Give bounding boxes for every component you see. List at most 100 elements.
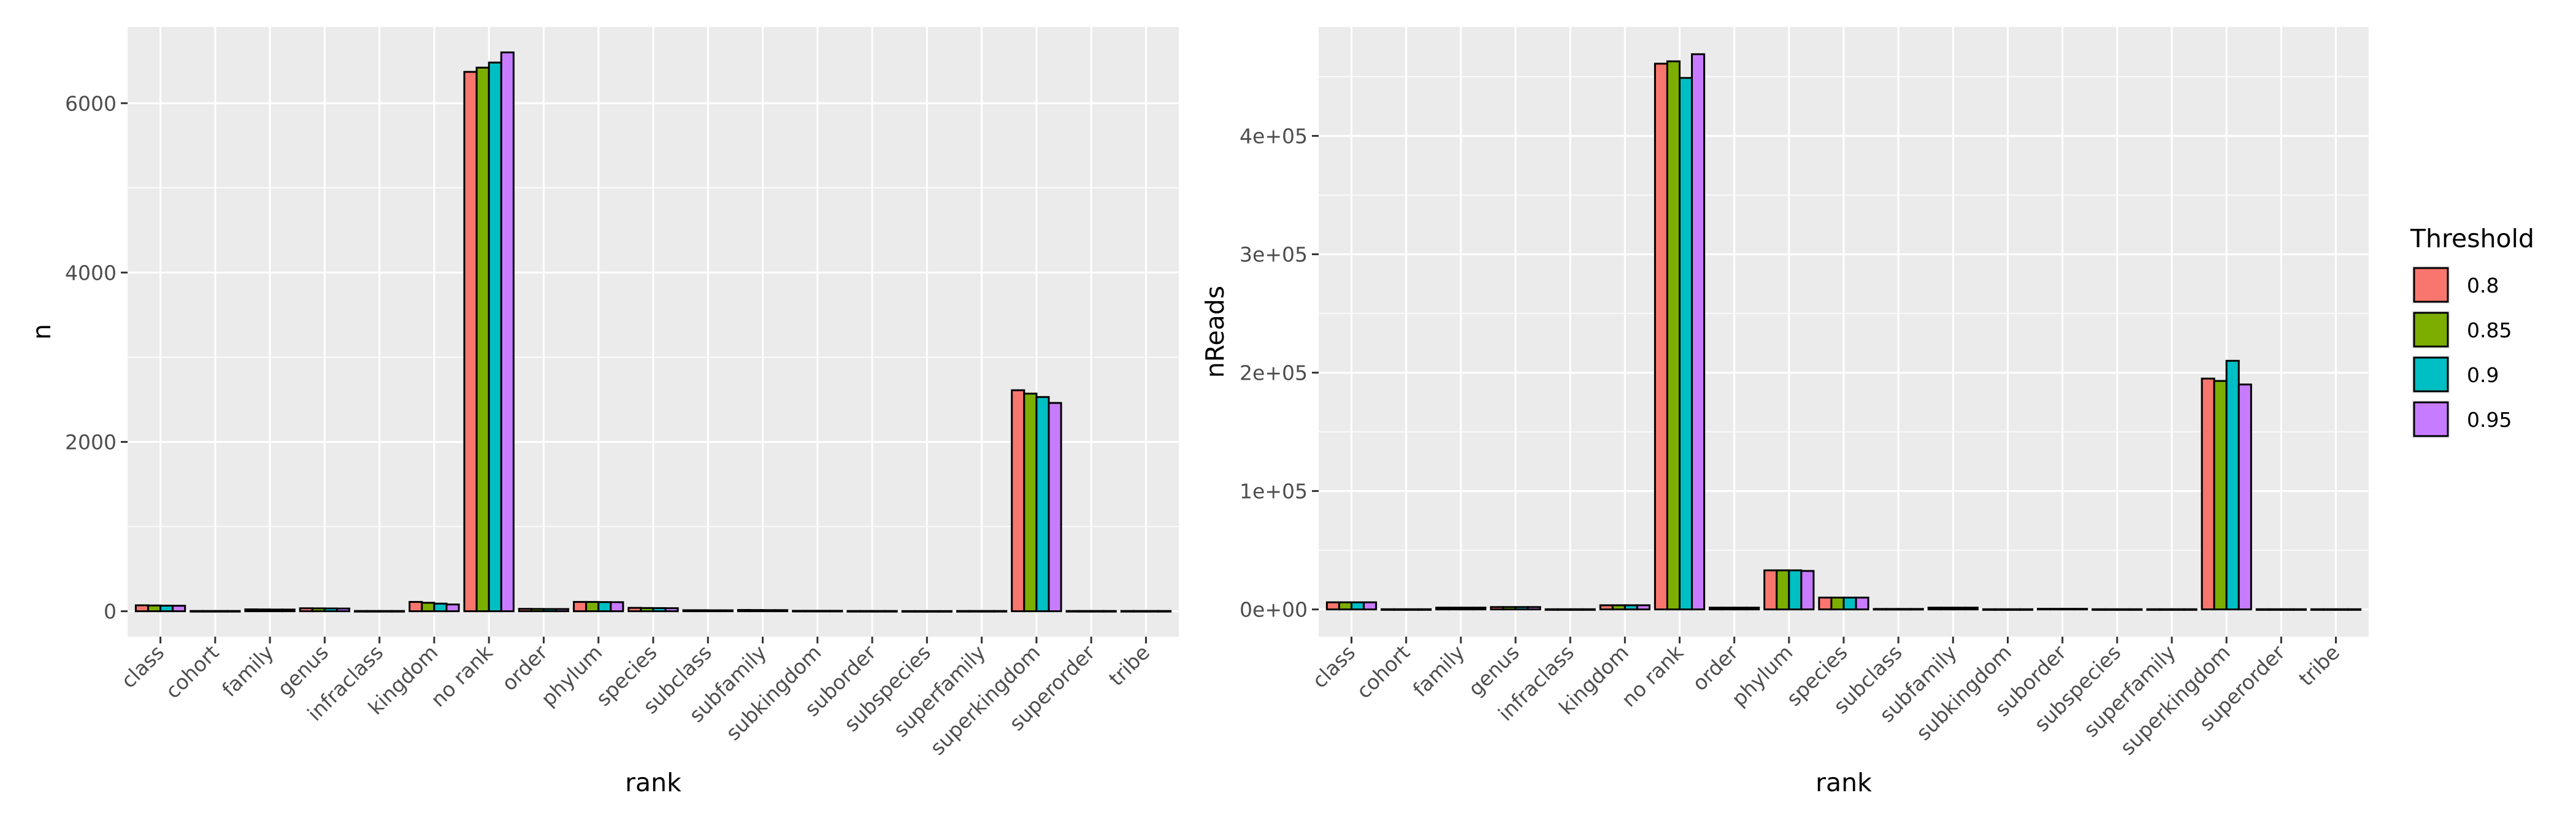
bar-species-0.8 <box>1818 596 1833 611</box>
y-axis-title: nReads <box>1200 286 1230 378</box>
bar-kingdom-0.9 <box>433 602 448 613</box>
bar-subfamily-0.85 <box>749 609 764 613</box>
x-axis-title: rank <box>625 768 681 797</box>
bar-kingdom-0.95 <box>1636 604 1650 611</box>
y-axis-title: n <box>27 324 56 340</box>
bar-subclass-0.95 <box>719 609 734 613</box>
bar-suborder-0.9 <box>2061 608 2076 611</box>
bar-family-0.85 <box>256 608 271 613</box>
y-tick-label: 4e+05 <box>1240 125 1308 148</box>
bar-subfamily-0.95 <box>774 609 789 613</box>
bar-class-0.9 <box>159 604 174 613</box>
legend-key-0.8 <box>2413 267 2449 303</box>
y-axis: 0e+00 1e+05 2e+05 3e+05 4e+05 <box>1240 125 1319 622</box>
bar-order-0.85 <box>530 608 545 613</box>
bar-subkingdom-0.85 <box>1994 608 2009 611</box>
bar-subfamily-0.8 <box>1927 607 1942 611</box>
bar-superkingdom-0.9 <box>1035 396 1050 613</box>
y-tick-label: 2000 <box>65 430 117 454</box>
bar-order-0.8 <box>1709 607 1723 611</box>
bar-class-0.85 <box>147 604 162 613</box>
bar-class-0.9 <box>1351 601 1365 611</box>
legend-items: 0.8 0.85 0.9 0.95 <box>2412 266 2512 439</box>
bar-tribe-0.85 <box>2322 608 2337 611</box>
bar-subkingdom-0.9 <box>2007 608 2022 611</box>
bar-subspecies-0.95 <box>2128 608 2143 611</box>
bar-subclass-0.8 <box>682 609 697 613</box>
bar-family-0.9 <box>1460 607 1474 611</box>
y-tick-label: 3e+05 <box>1240 243 1308 267</box>
bar-subkingdom-0.8 <box>1982 608 1996 611</box>
bar-order-0.9 <box>1733 607 1748 611</box>
bar-family-0.95 <box>281 608 296 613</box>
bar-suborder-0.8 <box>2037 608 2052 611</box>
bar-subfamily-0.9 <box>762 609 776 613</box>
gridlines <box>128 27 1179 637</box>
bar-class-0.95 <box>172 605 186 613</box>
bar-phylum-0.8 <box>1763 569 1778 611</box>
gridlines <box>1319 27 2369 637</box>
y-tick-label: 1e+05 <box>1240 480 1308 504</box>
bar-kingdom-0.85 <box>1611 604 1626 611</box>
bar-phylum-0.9 <box>1788 569 1803 611</box>
bar-species-0.8 <box>627 607 642 613</box>
bars <box>1325 53 2362 611</box>
bar-kingdom-0.8 <box>1599 604 1614 611</box>
bar-species-0.85 <box>640 607 654 613</box>
bar-order-0.85 <box>1721 607 1736 611</box>
legend-label: 0.95 <box>2467 408 2512 432</box>
bar-no-rank-0.95 <box>1691 53 1706 611</box>
y-tick-label: 2e+05 <box>1240 361 1308 385</box>
bar-tribe-0.95 <box>2347 608 2362 611</box>
bar-infraclass-0.8 <box>1544 608 1559 611</box>
bar-superorder-0.9 <box>2280 608 2294 611</box>
bar-superorder-0.95 <box>2292 608 2307 611</box>
bar-order-0.95 <box>555 608 570 613</box>
legend: Threshold 0.8 0.85 0.9 0.95 <box>2410 224 2534 439</box>
legend-key-0.9 <box>2413 356 2449 393</box>
y-tick-label: 0 <box>104 600 117 624</box>
bar-genus-0.9 <box>323 607 338 613</box>
bar-kingdom-0.85 <box>421 602 435 613</box>
bar-subclass-0.9 <box>1897 608 1912 611</box>
bar-subfamily-0.95 <box>1964 607 1979 611</box>
bar-superfamily-0.85 <box>2158 608 2173 611</box>
bar-cohort-0.9 <box>1405 608 1420 611</box>
bar-class-0.85 <box>1338 601 1352 611</box>
y-tick-label: 0e+00 <box>1240 598 1308 622</box>
bar-subfamily-0.8 <box>737 609 751 613</box>
bar-subfamily-0.85 <box>1939 607 1954 611</box>
bar-species-0.9 <box>652 607 667 613</box>
bar-subclass-0.8 <box>1873 608 1887 611</box>
bar-family-0.8 <box>1435 607 1450 611</box>
bar-subspecies-0.85 <box>2104 608 2118 611</box>
bar-genus-0.85 <box>1502 606 1517 611</box>
bar-phylum-0.9 <box>597 601 612 613</box>
legend-label: 0.8 <box>2467 274 2499 297</box>
bar-species-0.85 <box>1830 596 1845 611</box>
bar-cohort-0.95 <box>1417 608 1432 611</box>
bar-family-0.9 <box>269 608 283 613</box>
bar-tribe-0.9 <box>2335 608 2350 611</box>
bar-suborder-0.85 <box>2049 608 2064 611</box>
bar-superkingdom-0.8 <box>1011 389 1025 613</box>
legend-label: 0.85 <box>2467 318 2512 342</box>
bar-subclass-0.9 <box>707 609 721 613</box>
bar-family-0.85 <box>1447 607 1462 611</box>
bar-order-0.8 <box>518 608 532 613</box>
bar-subspecies-0.9 <box>2116 608 2131 611</box>
bar-kingdom-0.9 <box>1623 604 1638 611</box>
bar-genus-0.8 <box>1490 606 1505 611</box>
x-axis-title: rank <box>1815 768 1872 797</box>
bar-no-rank-0.8 <box>463 71 478 613</box>
bar-phylum-0.85 <box>1776 569 1790 611</box>
bar-subkingdom-0.95 <box>2019 608 2034 611</box>
bar-cohort-0.85 <box>1393 608 1408 611</box>
bar-cohort-0.8 <box>1381 608 1395 611</box>
bar-subclass-0.95 <box>1909 608 1924 611</box>
bar-species-0.95 <box>664 607 679 613</box>
bar-genus-0.85 <box>311 607 326 613</box>
bar-no-rank-0.85 <box>475 66 490 613</box>
